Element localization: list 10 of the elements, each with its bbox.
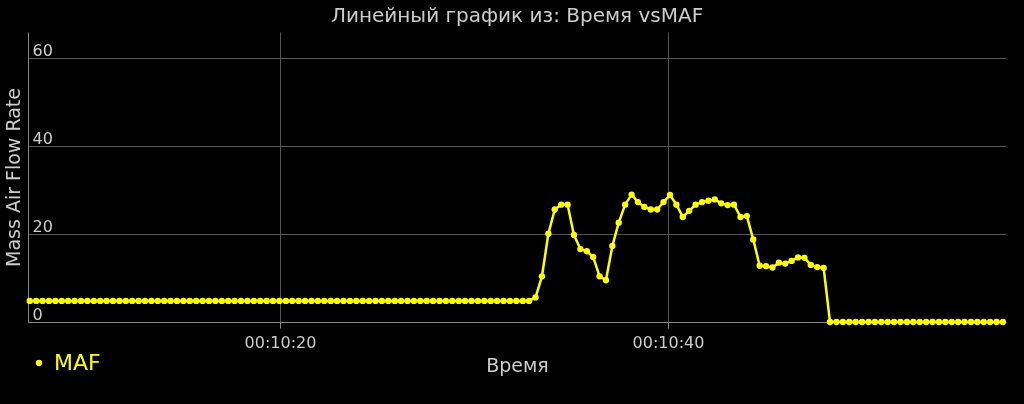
- y-tick-label: 0: [32, 304, 43, 324]
- y-tick-label: 60: [32, 40, 53, 60]
- x-axis-title: Время: [486, 353, 549, 376]
- y-axis-title: Mass Air Flow Rate: [1, 88, 24, 267]
- y-tick-label: 40: [32, 128, 53, 148]
- chart-title: Линейный график из: Время vsMAF: [330, 3, 704, 27]
- x-tick-label: 00:10:20: [244, 332, 317, 352]
- x-tick-label: 00:10:40: [632, 332, 705, 352]
- legend-label: MAF: [54, 350, 101, 375]
- y-tick-label: 20: [32, 216, 53, 236]
